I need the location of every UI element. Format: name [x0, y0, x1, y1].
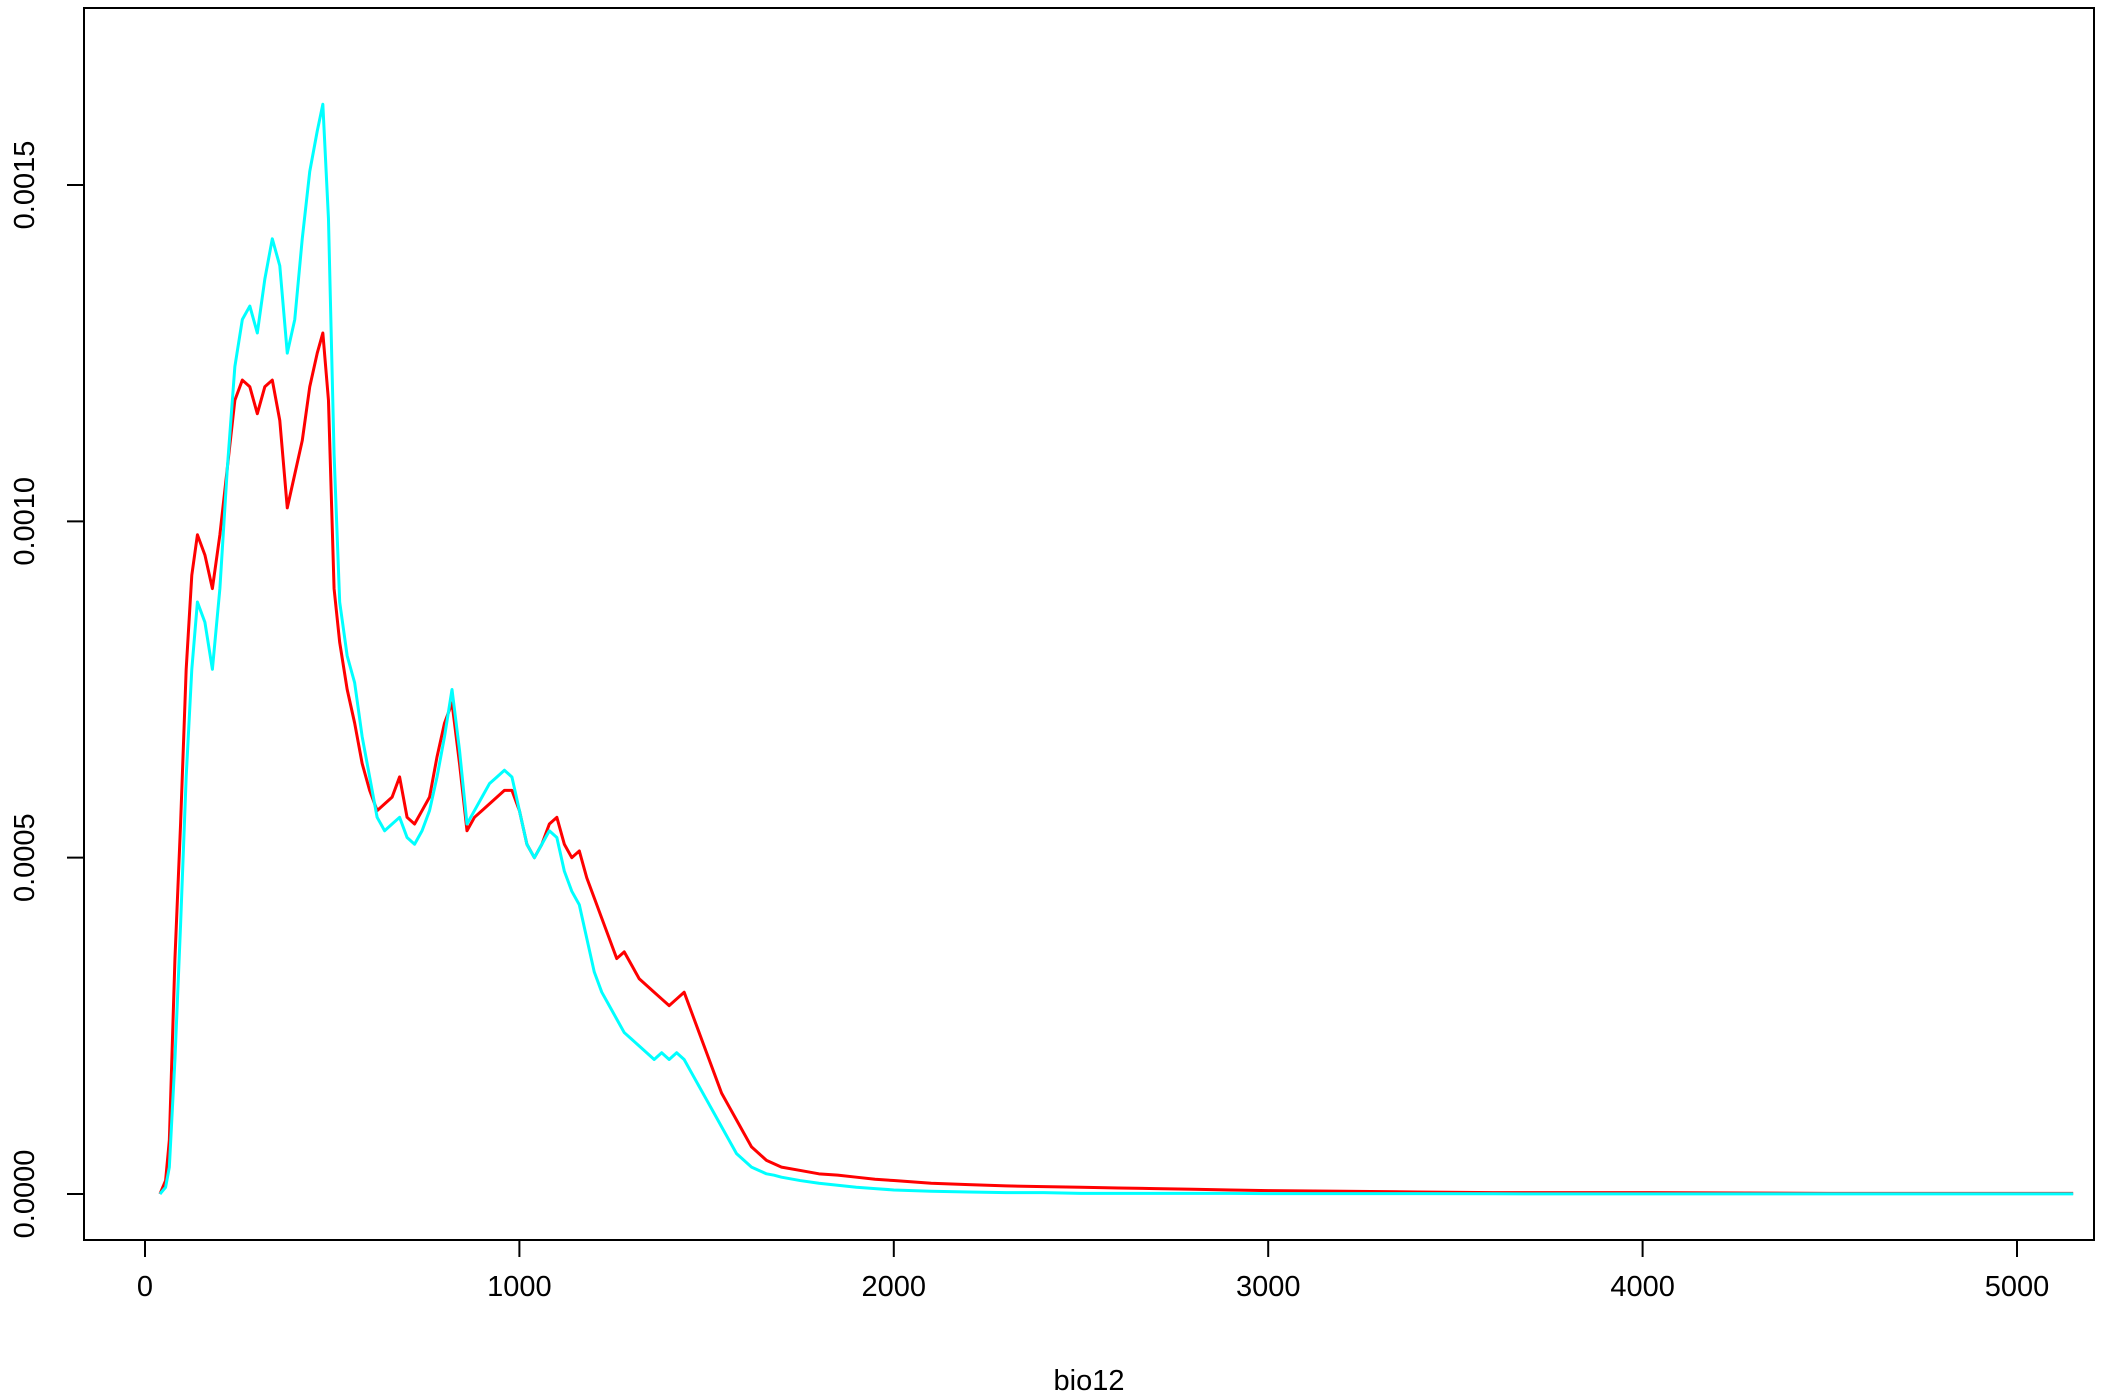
- x-tick-label: 4000: [1610, 1271, 1675, 1303]
- y-tick-label: 0.0010: [9, 477, 41, 566]
- x-tick-label: 3000: [1236, 1271, 1301, 1303]
- series-layer: [158, 102, 2074, 1196]
- y-tick-label: 0.0015: [9, 141, 41, 230]
- plot-frame: [83, 7, 2095, 1241]
- x-tick-label: 5000: [1985, 1271, 2050, 1303]
- series-line-2: [158, 102, 2074, 1196]
- y-tick-label: 0.0005: [9, 813, 41, 902]
- x-axis: 0 1000 2000 3000 4000 5000: [137, 1239, 2050, 1303]
- x-tick-label: 0: [137, 1271, 153, 1303]
- y-axis: 0.0000 0.0005 0.0010 0.0015: [9, 141, 85, 1239]
- y-tick-label: 0.0000: [9, 1150, 41, 1239]
- x-axis-label: bio12: [1054, 1365, 1125, 1397]
- x-tick-label: 1000: [487, 1271, 552, 1303]
- series-line-1: [158, 331, 2074, 1195]
- x-tick-label: 2000: [862, 1271, 927, 1303]
